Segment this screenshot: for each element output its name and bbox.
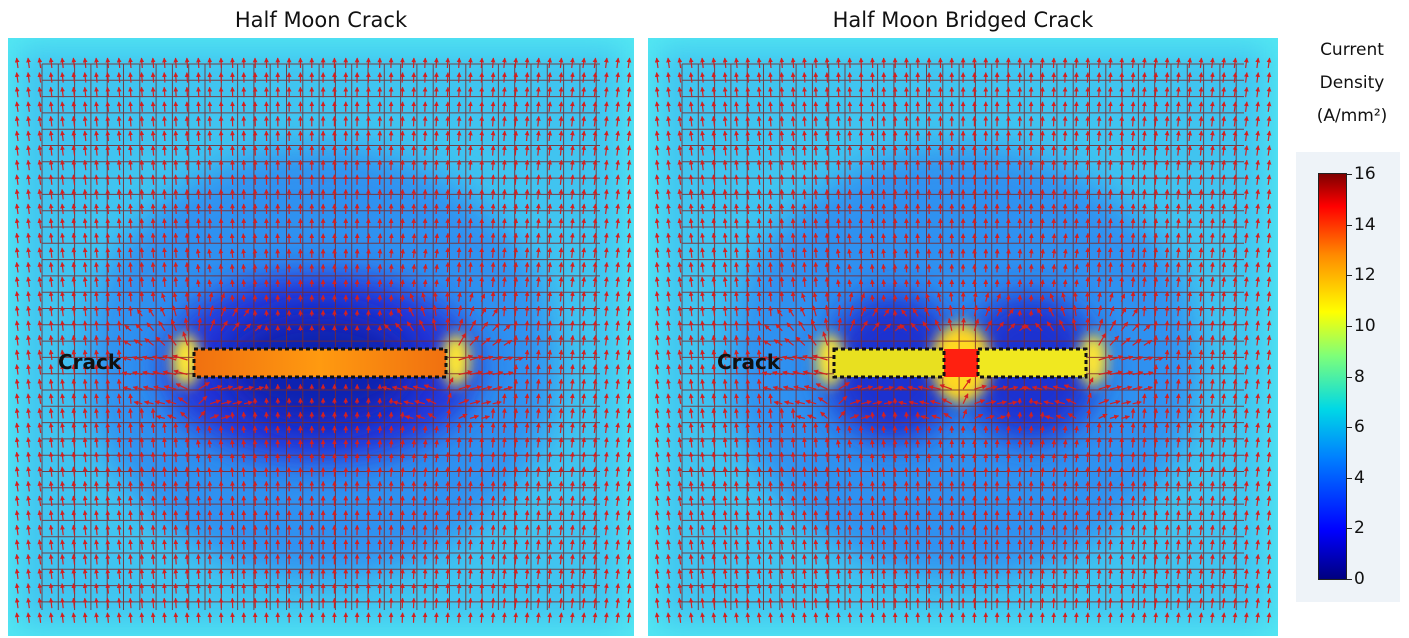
colorbar-tick: [1346, 174, 1352, 175]
colorbar-tick: [1346, 528, 1352, 530]
colorbar-tick-label: 12: [1354, 265, 1376, 286]
colorbar-tick-label: 14: [1354, 214, 1376, 235]
colorbar-tick: [1346, 376, 1352, 378]
colorbar-title: Current Density (A/mm²): [1298, 34, 1406, 133]
left-field-svg: [8, 38, 634, 636]
colorbar-tick: [1346, 427, 1352, 429]
right-field-svg: [648, 38, 1278, 636]
colorbar-tick: [1346, 224, 1352, 226]
left-panel-title: Half Moon Crack: [234, 8, 408, 32]
right-field-plot: [648, 38, 1278, 636]
colorbar-tick-label: 2: [1354, 518, 1365, 539]
colorbar-tick-label: 8: [1354, 366, 1365, 387]
colorbar-tick: [1346, 325, 1352, 327]
colorbar-tick-label: 6: [1354, 417, 1365, 438]
colorbar-tick-label: 0: [1354, 569, 1365, 589]
colorbar-legend: 16 14 12 10 8 6 4 2 0: [1296, 152, 1400, 602]
colorbar-title-line1: Current: [1320, 40, 1384, 60]
right-panel-title: Half Moon Bridged Crack: [832, 8, 1094, 32]
colorbar-tick: [1346, 579, 1352, 580]
colorbar-tick-label: 10: [1354, 315, 1376, 336]
colorbar-title-line3: (A/mm²): [1316, 106, 1388, 126]
colorbar-tick: [1346, 477, 1352, 479]
colorbar-title-line2: Density: [1319, 73, 1385, 93]
colorbar-gradient: [1318, 173, 1347, 580]
left-field-plot: [8, 38, 634, 636]
right-crack-label: Crack: [717, 350, 781, 374]
colorbar-tick-label: 16: [1354, 164, 1376, 184]
colorbar-tick: [1346, 275, 1352, 277]
left-crack-label: Crack: [58, 350, 122, 374]
colorbar-tick-label: 4: [1354, 467, 1365, 488]
